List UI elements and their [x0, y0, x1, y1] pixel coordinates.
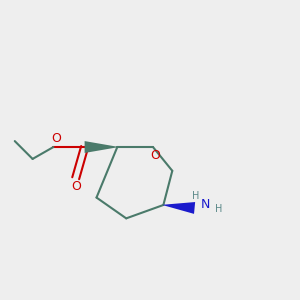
Text: H: H — [192, 191, 200, 201]
Polygon shape — [85, 141, 117, 153]
Text: N: N — [201, 198, 211, 211]
Text: H: H — [215, 204, 222, 214]
Text: O: O — [51, 132, 61, 145]
Text: O: O — [150, 149, 160, 162]
Polygon shape — [163, 202, 195, 214]
Text: O: O — [71, 180, 81, 193]
